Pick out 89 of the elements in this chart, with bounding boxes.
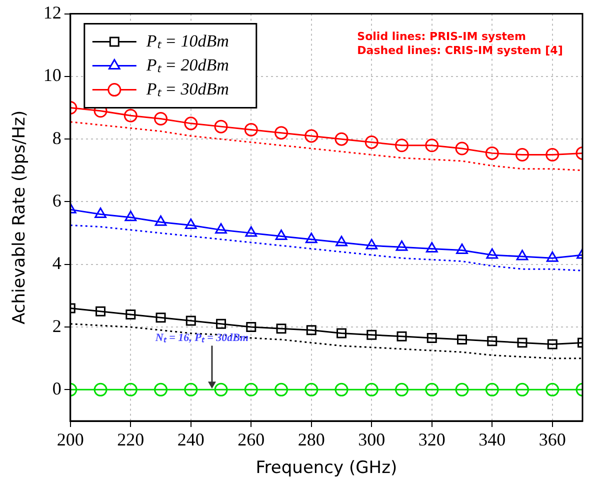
point — [546, 382, 560, 396]
x-tick-label: 320 — [418, 430, 446, 450]
point — [274, 382, 288, 396]
x-tick-label: 280 — [298, 430, 325, 450]
point — [334, 382, 348, 396]
point — [94, 382, 108, 396]
point — [304, 129, 318, 143]
x-tick-label: 340 — [478, 430, 506, 450]
x-tick-label: 300 — [358, 430, 386, 450]
point — [396, 331, 407, 342]
point — [184, 116, 198, 130]
annotation: Dashed lines: CRIS-IM system [4] — [357, 44, 563, 58]
point — [274, 126, 288, 140]
point — [547, 339, 558, 350]
point — [455, 382, 469, 396]
point — [455, 142, 469, 156]
y-tick-label: 6 — [52, 190, 62, 210]
point — [184, 382, 198, 396]
point — [154, 382, 168, 396]
point — [486, 248, 498, 259]
annotation: Nₜ = 16, Pₜ = 30dBm — [154, 332, 249, 344]
line-series — [70, 121, 582, 172]
legend-label: Pₜ = 20dBm — [145, 55, 229, 74]
point — [124, 210, 137, 222]
point — [517, 338, 528, 348]
point — [336, 236, 348, 246]
x-tick-label: 220 — [117, 430, 144, 450]
point — [546, 251, 558, 262]
point — [425, 138, 439, 152]
point — [395, 382, 409, 396]
y-tick-label: 12 — [43, 2, 62, 23]
point — [126, 310, 136, 320]
point — [546, 148, 560, 162]
point — [336, 328, 347, 338]
point — [215, 223, 227, 234]
point — [426, 333, 437, 343]
point — [485, 146, 499, 160]
x-tick-label: 240 — [177, 430, 204, 450]
point — [306, 325, 316, 336]
point — [366, 238, 378, 250]
point — [305, 232, 318, 244]
point — [154, 215, 167, 226]
point — [426, 242, 438, 252]
y-axis-title: Achievable Rate (bps/Hz) — [10, 110, 30, 324]
point — [186, 316, 196, 326]
y-tick-label: 10 — [43, 65, 62, 86]
point — [395, 138, 409, 152]
x-axis-title: Frequency (GHz) — [256, 458, 398, 478]
point — [516, 250, 528, 260]
point — [96, 306, 106, 316]
point — [396, 240, 408, 251]
point — [124, 382, 138, 396]
y-tick-label: 8 — [52, 128, 62, 148]
x-tick-label: 360 — [538, 430, 566, 450]
point — [364, 135, 378, 149]
point — [184, 218, 197, 229]
point — [304, 382, 318, 396]
annotation: Solid lines: PRIS-IM system — [357, 30, 526, 44]
point — [276, 324, 286, 334]
legend-label: Pₜ = 10dBm — [145, 31, 229, 50]
point — [246, 322, 256, 332]
point — [245, 226, 258, 237]
x-tick-label: 200 — [56, 430, 84, 450]
legend-label: Pₜ = 30dBm — [145, 79, 229, 98]
point — [94, 208, 106, 218]
point — [156, 312, 166, 323]
point — [214, 382, 228, 396]
point — [124, 108, 138, 122]
line-series — [70, 224, 582, 272]
point — [364, 382, 378, 396]
x-tick-label: 260 — [238, 430, 265, 450]
point — [244, 122, 258, 136]
point — [154, 112, 168, 126]
point — [366, 330, 377, 340]
point — [216, 318, 226, 329]
point — [516, 148, 530, 162]
point — [275, 229, 288, 240]
y-tick-label: 4 — [52, 253, 62, 274]
point — [456, 244, 468, 254]
point — [214, 120, 228, 134]
point — [487, 336, 498, 346]
point — [485, 382, 499, 396]
point — [516, 382, 530, 396]
point — [457, 334, 467, 345]
y-tick-label: 0 — [52, 378, 62, 398]
point — [425, 382, 439, 396]
y-tick-label: 2 — [52, 316, 62, 336]
point — [244, 382, 258, 396]
point — [334, 132, 348, 146]
